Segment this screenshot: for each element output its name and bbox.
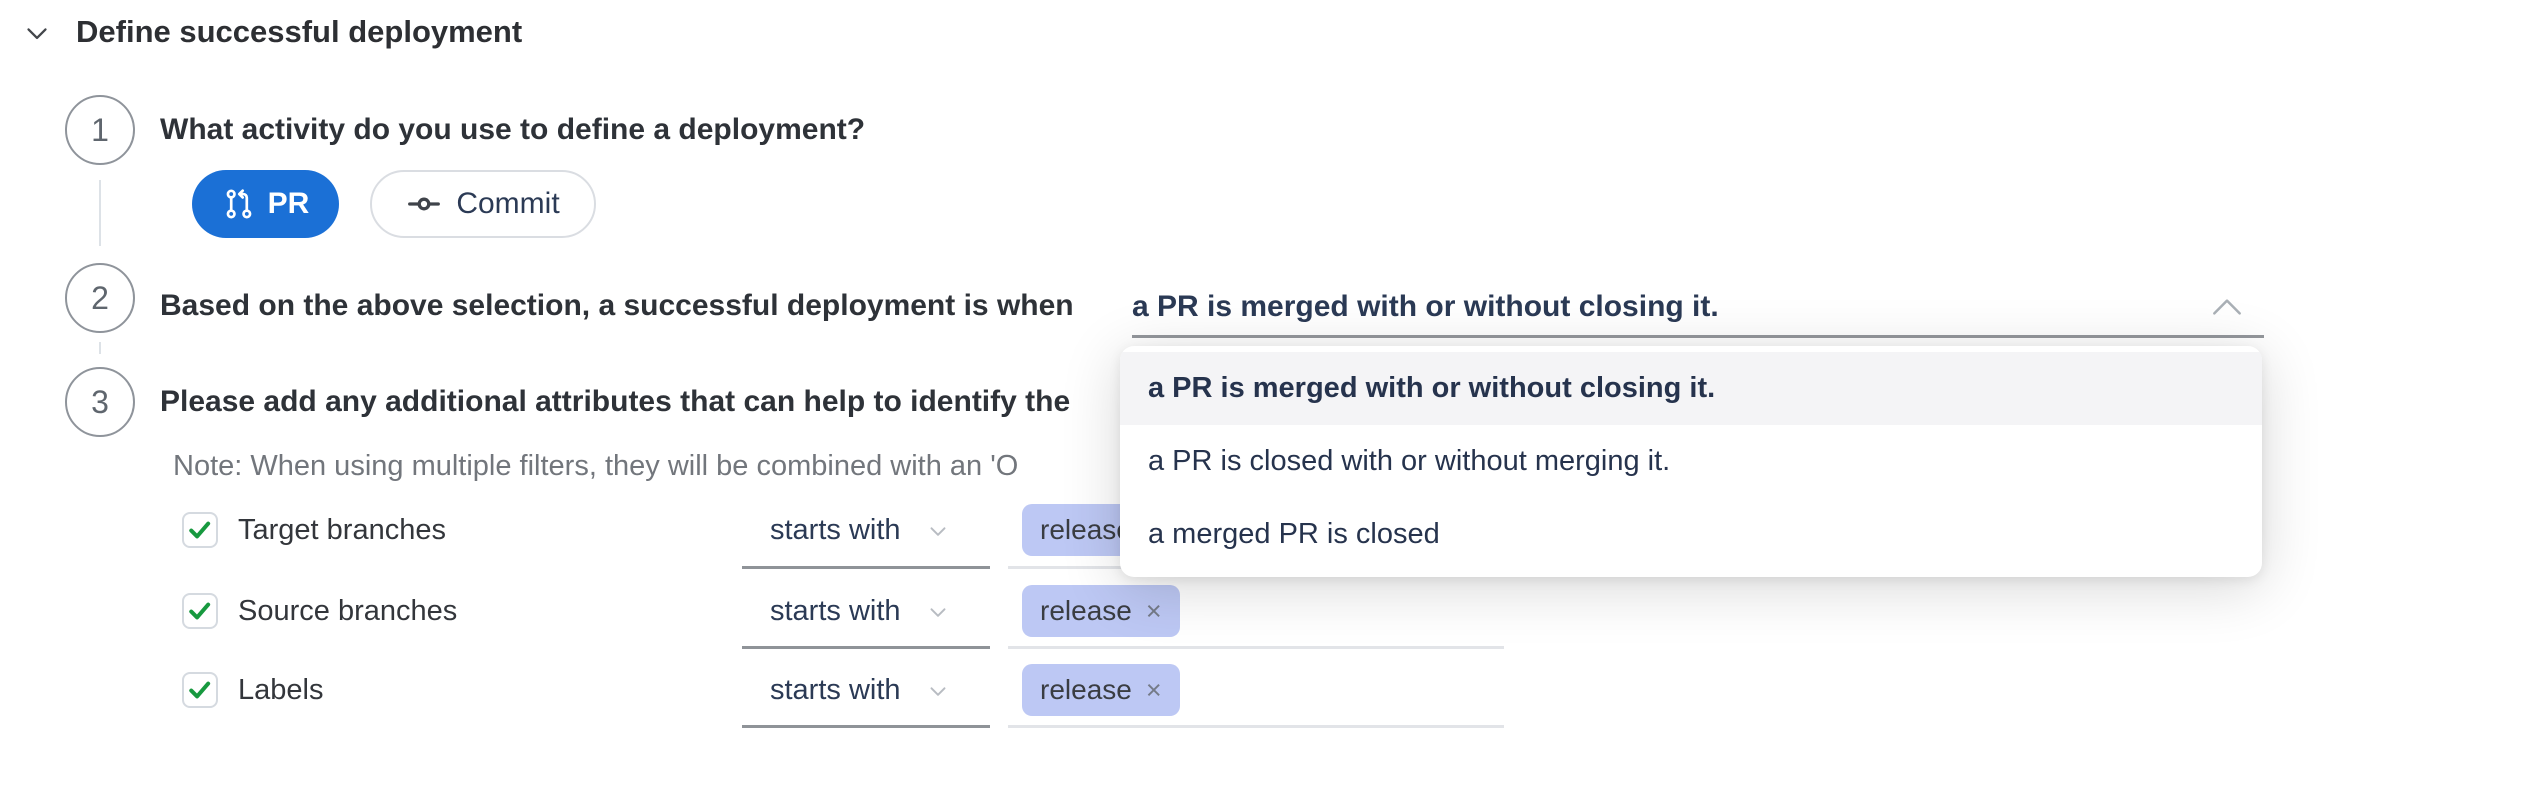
chevron-down-icon xyxy=(930,686,946,696)
step-2-heading: Based on the above selection, a successf… xyxy=(160,289,1074,322)
labels-label: Labels xyxy=(238,674,324,706)
labels-tag: release × xyxy=(1022,664,1180,716)
dropdown-option-closed[interactable]: a PR is closed with or without merging i… xyxy=(1148,445,1671,477)
tag-label: release xyxy=(1040,674,1132,705)
tag-label: release xyxy=(1040,595,1132,626)
filters-note: Note: When using multiple filters, they … xyxy=(173,450,1019,482)
operator-value: starts with xyxy=(770,514,901,546)
source-branches-label: Source branches xyxy=(238,595,458,627)
chevron-down-icon xyxy=(930,607,946,617)
chevron-down-icon[interactable] xyxy=(20,16,54,50)
step-3-number: 3 xyxy=(91,383,109,420)
operator-value: starts with xyxy=(770,595,901,627)
checkmark-icon xyxy=(189,521,211,539)
operator-value: starts with xyxy=(770,674,901,706)
operator-underline xyxy=(742,646,990,649)
step-1-heading: What activity do you use to define a dep… xyxy=(160,113,866,146)
chevron-up-icon[interactable] xyxy=(2208,293,2246,321)
source-branches-checkbox[interactable] xyxy=(182,593,218,629)
dropdown-option-merged[interactable]: a PR is merged with or without closing i… xyxy=(1120,352,2262,425)
tag-input-underline[interactable] xyxy=(1008,725,1504,728)
select-underline xyxy=(1132,335,2264,338)
chevron-down-icon xyxy=(930,526,946,536)
step-connector xyxy=(99,342,101,354)
pr-activity-button[interactable]: PR xyxy=(192,170,339,238)
operator-underline xyxy=(742,725,990,728)
source-branches-operator-select[interactable]: starts with xyxy=(770,595,951,628)
checkmark-icon xyxy=(189,602,211,620)
step-2-number: 2 xyxy=(91,279,109,316)
step-connector xyxy=(99,180,101,246)
commit-activity-button[interactable]: Commit xyxy=(370,170,596,238)
target-branches-checkbox[interactable] xyxy=(182,512,218,548)
git-pull-request-icon xyxy=(222,187,256,221)
deployment-rule-dropdown: a PR is merged with or without closing i… xyxy=(1120,346,2262,577)
step-3-badge: 3 xyxy=(65,367,135,437)
labels-checkbox[interactable] xyxy=(182,672,218,708)
commit-button-label: Commit xyxy=(456,187,560,220)
step-3-heading: Please add any additional attributes tha… xyxy=(160,385,1071,418)
target-branches-label: Target branches xyxy=(238,514,446,546)
labels-operator-select[interactable]: starts with xyxy=(770,674,951,707)
deployment-rule-select[interactable]: a PR is merged with or without closing i… xyxy=(1132,290,1719,323)
checkmark-icon xyxy=(189,681,211,699)
tag-remove-icon[interactable]: × xyxy=(1145,595,1162,626)
operator-underline xyxy=(742,566,990,569)
step-1-badge: 1 xyxy=(65,95,135,165)
tag-remove-icon[interactable]: × xyxy=(1145,674,1162,705)
tag-input-underline[interactable] xyxy=(1008,646,1504,649)
section-title: Define successful deployment xyxy=(76,14,523,49)
tag-label: release xyxy=(1040,514,1132,545)
source-branches-tag: release × xyxy=(1022,585,1180,637)
pr-button-label: PR xyxy=(267,187,310,220)
dropdown-option-merged-pr-closed[interactable]: a merged PR is closed xyxy=(1148,518,1440,550)
step-1-number: 1 xyxy=(91,111,109,148)
git-commit-icon xyxy=(406,186,442,222)
target-branches-operator-select[interactable]: starts with xyxy=(770,514,951,547)
step-2-badge: 2 xyxy=(65,263,135,333)
